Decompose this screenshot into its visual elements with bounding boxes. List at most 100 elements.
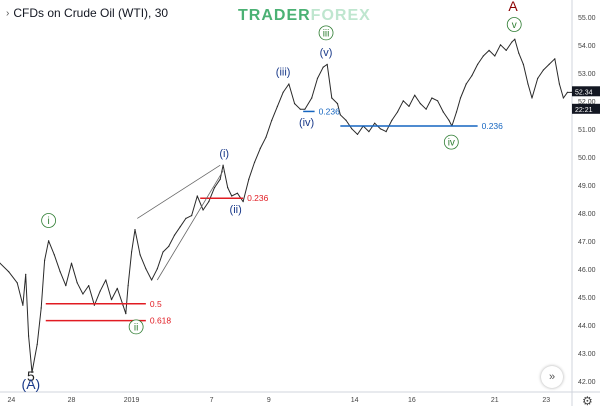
- time-tick-label: 14: [351, 397, 359, 404]
- price-point: [191, 215, 193, 217]
- price-point: [265, 136, 267, 138]
- price-point: [134, 229, 136, 231]
- wave-label: (iii): [276, 67, 291, 79]
- wave-label: v: [512, 20, 517, 31]
- price-point: [542, 69, 545, 71]
- price-point: [65, 285, 67, 287]
- settings-gear-icon[interactable]: ⚙: [582, 394, 593, 408]
- price-point: [282, 91, 284, 93]
- price-tick-label: 44.00: [578, 323, 596, 330]
- price-point: [88, 285, 90, 287]
- channel-line: [156, 170, 224, 281]
- price-point: [391, 119, 393, 121]
- price-point: [293, 103, 296, 105]
- price-point: [402, 100, 404, 102]
- price-point: [179, 226, 181, 228]
- price-point: [537, 77, 539, 79]
- price-point: [558, 83, 561, 85]
- price-point: [196, 195, 198, 197]
- wave-label: (i): [219, 148, 229, 160]
- price-series: [0, 38, 573, 373]
- time-tick-label: 7: [210, 397, 214, 404]
- time-tick-label: 16: [408, 397, 416, 404]
- price-point: [208, 201, 210, 203]
- price-line: [0, 38, 572, 373]
- price-point: [436, 100, 439, 102]
- watermark-part2: FOREX: [310, 7, 371, 24]
- price-point: [419, 103, 422, 105]
- wave-label: (A): [22, 376, 41, 392]
- price-point: [162, 251, 164, 253]
- price-point: [339, 114, 341, 116]
- chevron-right-icon[interactable]: ›: [6, 7, 10, 19]
- price-point: [276, 105, 279, 107]
- price-point: [271, 119, 273, 121]
- price-point: [28, 335, 30, 337]
- price-point: [110, 299, 113, 301]
- price-point: [499, 44, 502, 46]
- price-point: [527, 83, 529, 85]
- price-point: [442, 111, 444, 113]
- price-point: [465, 83, 467, 85]
- price-point: [213, 187, 216, 189]
- fib-label: 0.236: [319, 106, 341, 116]
- price-point: [242, 201, 244, 203]
- price-tick-label: 55.00: [578, 15, 596, 22]
- price-tick-label: 45.00: [578, 295, 596, 302]
- price-point: [374, 122, 376, 124]
- price-point: [414, 94, 416, 96]
- price-tick-label: 50.00: [578, 155, 596, 162]
- price-point: [116, 287, 118, 289]
- price-point: [379, 128, 381, 130]
- wave-label: A: [508, 0, 518, 14]
- price-tag-label: 22:21: [575, 107, 593, 114]
- price-point: [168, 245, 170, 247]
- price-tag-bg: [572, 103, 600, 114]
- price-point: [345, 119, 347, 121]
- time-tick-label: 2019: [124, 397, 140, 404]
- price-point: [145, 268, 147, 270]
- price-point: [336, 103, 339, 105]
- price-point: [125, 313, 127, 315]
- price-point: [185, 217, 187, 219]
- price-point: [455, 111, 458, 113]
- price-point: [93, 304, 95, 306]
- price-point: [44, 259, 46, 261]
- price-point: [236, 192, 238, 194]
- price-point: [356, 133, 359, 135]
- price-point: [227, 187, 229, 189]
- time-axis[interactable]: 24 28 2019 7 9 14 16 21 23: [0, 391, 600, 404]
- price-point: [76, 282, 78, 284]
- price-point: [22, 304, 24, 306]
- price-point: [299, 108, 301, 110]
- price-axis[interactable]: 42.00 43.00 44.00 45.00 46.00 47.00 48.00 49.00…: [571, 0, 596, 406]
- price-point: [351, 128, 353, 130]
- price-point: [219, 178, 221, 180]
- price-point: [40, 307, 42, 309]
- price-point: [16, 282, 18, 284]
- price-point: [139, 254, 141, 256]
- price-tag-bg: [572, 86, 600, 97]
- price-point: [150, 279, 153, 281]
- price-point: [396, 111, 399, 113]
- price-point: [368, 131, 370, 133]
- price-point: [459, 97, 462, 99]
- price-tick-label: 43.00: [578, 351, 596, 358]
- price-point: [31, 371, 33, 373]
- wave-label: (ii): [230, 204, 242, 216]
- time-tick-label: 23: [542, 397, 550, 404]
- price-point: [554, 58, 556, 60]
- price-point: [511, 41, 513, 43]
- price-point: [531, 97, 533, 99]
- price-point: [304, 108, 306, 110]
- price-tag-label: 52.34: [575, 89, 593, 96]
- scroll-to-realtime-button[interactable]: »: [541, 366, 563, 388]
- price-point: [322, 66, 324, 68]
- time-tick-label: 24: [8, 397, 16, 404]
- price-point: [425, 108, 427, 110]
- price-point: [431, 97, 433, 99]
- wave-label: 5: [27, 368, 35, 384]
- price-point: [53, 254, 55, 256]
- price-tick-label: 53.00: [578, 71, 596, 78]
